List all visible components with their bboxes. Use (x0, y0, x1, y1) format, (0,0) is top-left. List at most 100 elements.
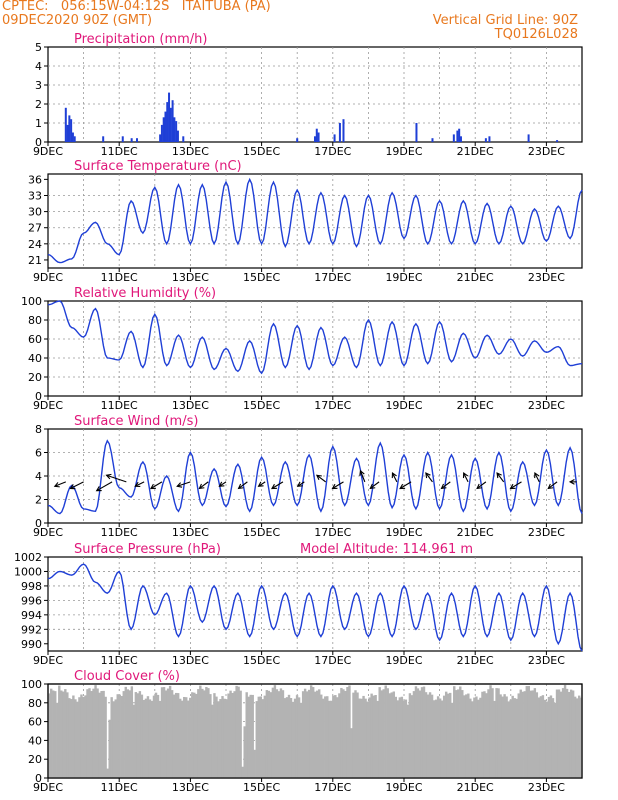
cloud-bar (233, 691, 236, 778)
x-tick-label: 17DEC (314, 271, 351, 284)
cloud-bar (332, 695, 335, 778)
cloud-bar (267, 690, 271, 778)
cloud-bar (505, 696, 508, 778)
cloud-bar (551, 698, 555, 778)
y-tick-label: 0 (35, 772, 42, 785)
cloud-bar (291, 701, 295, 778)
cloud-bar (368, 697, 371, 778)
cloud-bar (519, 689, 522, 778)
wind-arrow (534, 472, 540, 483)
cloud-bar (396, 700, 400, 778)
x-tick-label: 15DEC (243, 399, 280, 412)
cloud-bar (255, 701, 258, 778)
y-tick-label: 4 (35, 60, 42, 73)
plot-frame-top (47, 683, 583, 779)
wind-arrow (135, 481, 145, 487)
cloud-bar (201, 688, 204, 778)
cloud-bar (495, 688, 498, 778)
wind-arrow-head (315, 474, 322, 481)
cloud-bar (217, 701, 220, 778)
wind-arrow (425, 472, 433, 483)
cloud-bar (372, 695, 375, 778)
panel-1: 21 24 27 30 33 36 9DEC 11DEC 13DEC 15DEC 17DEC 19DE… (28, 159, 583, 284)
wind-arrow-head (359, 469, 365, 476)
y-tick-label: 40 (28, 734, 42, 747)
wind-arrow-head (69, 484, 76, 490)
wind-arrow (297, 481, 305, 487)
cloud-bar (116, 694, 119, 778)
cloud-bar (517, 693, 520, 778)
cloud-bar (326, 696, 329, 778)
cloud-bar (414, 686, 418, 778)
cloud-bar (553, 702, 557, 778)
cloud-bar (172, 694, 176, 778)
cloud-bar (239, 690, 242, 778)
x-tick-label: 9DEC (33, 526, 63, 539)
wind-arrow (258, 481, 266, 487)
cloud-bar (56, 702, 59, 778)
panel-5: 0 20 40 60 80 100 9DEC 11DEC 13DEC 15DEC 17DEC 19DE… (21, 669, 583, 794)
cloud-bar (573, 696, 577, 778)
cloud-bar (418, 690, 422, 778)
cloud-bar (48, 693, 51, 778)
cloud-bar (416, 688, 420, 778)
x-tick-label: 9DEC (33, 271, 63, 284)
precip-bar (68, 115, 71, 142)
cloud-bar (247, 696, 250, 778)
x-tick-label: 21DEC (457, 781, 494, 794)
precip-bar (168, 92, 171, 142)
cloud-bar (575, 698, 579, 778)
x-tick-label: 23DEC (528, 145, 565, 158)
precip-bar (452, 134, 455, 142)
cloud-bar (279, 688, 283, 778)
cloud-bar (160, 687, 164, 778)
cloud-bar (521, 691, 524, 778)
cloud-bar (330, 700, 333, 778)
precip-bar (159, 134, 162, 142)
cloud-bar (503, 694, 506, 778)
x-tick-label: 17DEC (314, 399, 351, 412)
wind-arrow-head (391, 472, 397, 479)
cloud-bar (376, 700, 379, 778)
wind-arrow-head (440, 483, 447, 490)
cloud-bar (102, 690, 105, 778)
cloud-bar (463, 695, 466, 778)
cloud-bar (205, 687, 208, 778)
precip-bar (136, 138, 138, 142)
cloud-bar (64, 689, 67, 778)
cloud-bar (213, 693, 216, 778)
cloud-bar (237, 686, 240, 778)
cloud-bar (299, 702, 303, 778)
y-tick-label: 2 (35, 98, 42, 111)
cloud-bar (571, 690, 575, 778)
cloud-bar (209, 694, 212, 778)
cloud-bar (493, 700, 496, 778)
cloud-bar (320, 694, 323, 778)
cloud-bar (170, 690, 174, 778)
precip-bar (169, 107, 172, 142)
cloud-bar (231, 692, 234, 778)
cloud-bar (98, 692, 101, 778)
cloud-bar (475, 696, 478, 778)
cloud-bar (398, 697, 402, 778)
cloud-bar (183, 696, 186, 778)
wind-arrow-head (296, 481, 303, 487)
y-tick-label: 996 (21, 594, 42, 607)
cloud-bar (507, 701, 510, 778)
cloud-bar (72, 695, 75, 778)
x-tick-label: 15DEC (243, 271, 280, 284)
cloud-bar (569, 689, 573, 778)
cloud-bar (565, 688, 569, 778)
precip-bar (456, 130, 459, 142)
cloud-bar (225, 699, 228, 778)
precip-bar (488, 136, 491, 142)
header-date: 09DEC2020 90Z (GMT) (2, 13, 153, 28)
y-tick-label: 990 (21, 638, 42, 651)
wind-arrow (271, 481, 284, 489)
panel-title: Surface Temperature (nC) (74, 159, 242, 174)
cloud-bar (66, 692, 69, 778)
panel-annotation: Model Altitude: 114.961 m (300, 542, 473, 557)
cloud-bar (350, 728, 353, 778)
x-tick-label: 21DEC (457, 654, 494, 667)
cloud-bar (360, 698, 363, 778)
